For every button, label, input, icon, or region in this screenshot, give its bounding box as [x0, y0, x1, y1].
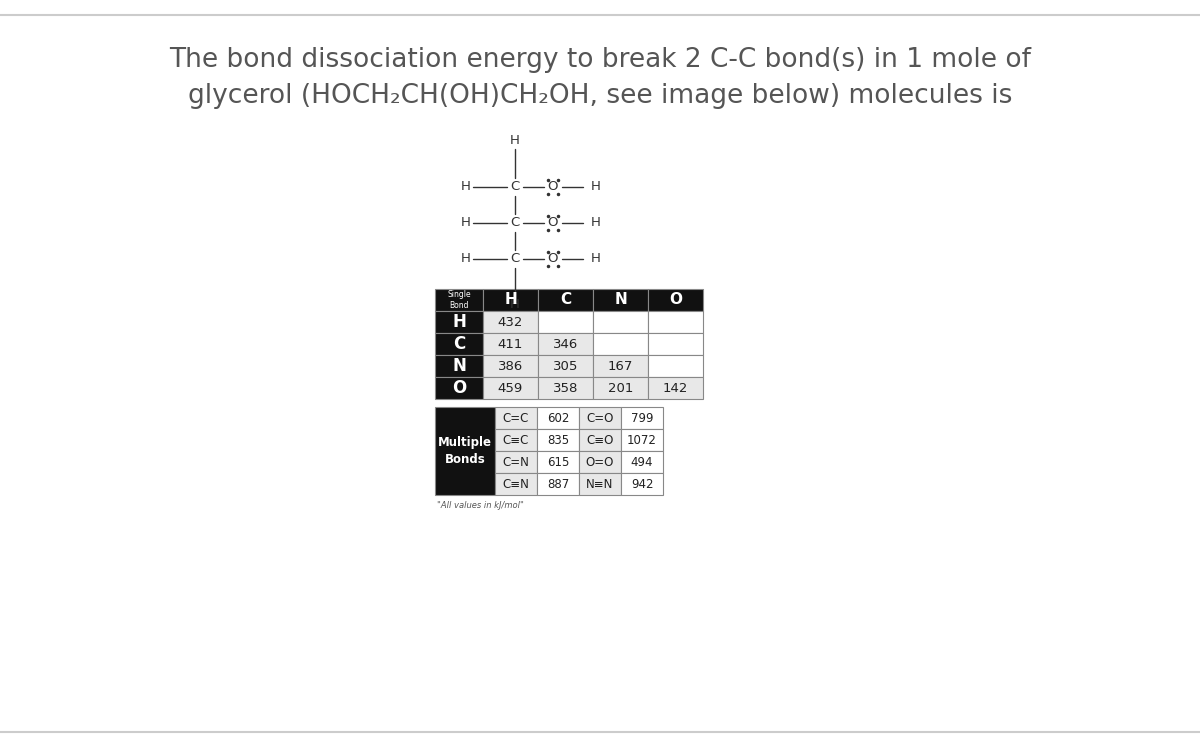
- Bar: [538, 451, 580, 473]
- Bar: [538, 407, 580, 429]
- Bar: [580, 407, 622, 429]
- Text: C: C: [510, 252, 520, 265]
- Text: N≡N: N≡N: [587, 477, 613, 491]
- Text: "All values in kJ/mol": "All values in kJ/mol": [437, 501, 524, 510]
- Text: 615: 615: [547, 456, 569, 468]
- Text: C=N: C=N: [503, 456, 529, 468]
- Text: 386: 386: [498, 359, 523, 373]
- Bar: [580, 473, 622, 495]
- Text: C: C: [560, 293, 571, 308]
- Text: H: H: [510, 299, 520, 311]
- Text: N: N: [452, 357, 466, 375]
- Bar: [436, 355, 482, 377]
- Text: O: O: [452, 379, 466, 397]
- Bar: [593, 355, 648, 377]
- Text: C≡N: C≡N: [503, 477, 529, 491]
- Text: Multiple
Bonds: Multiple Bonds: [438, 436, 492, 466]
- Bar: [648, 333, 703, 355]
- Text: O: O: [547, 217, 558, 229]
- Text: H: H: [592, 181, 601, 193]
- Text: 1072: 1072: [628, 433, 656, 447]
- Bar: [580, 429, 622, 451]
- Bar: [482, 355, 538, 377]
- Text: 887: 887: [547, 477, 569, 491]
- Text: The bond dissociation energy to break 2 C-C bond(s) in 1 mole of
glycerol (HOCH₂: The bond dissociation energy to break 2 …: [169, 47, 1031, 109]
- Bar: [622, 451, 662, 473]
- Bar: [622, 407, 662, 429]
- Bar: [593, 333, 648, 355]
- Text: C=O: C=O: [587, 412, 613, 424]
- Bar: [436, 333, 482, 355]
- Bar: [648, 355, 703, 377]
- Bar: [538, 429, 580, 451]
- Text: N: N: [614, 293, 626, 308]
- Text: C: C: [510, 181, 520, 193]
- Bar: [648, 377, 703, 399]
- Text: O: O: [670, 293, 682, 308]
- Bar: [622, 473, 662, 495]
- Text: C≡O: C≡O: [587, 433, 613, 447]
- Text: H: H: [504, 293, 517, 308]
- Bar: [593, 311, 648, 333]
- Text: 835: 835: [547, 433, 569, 447]
- Text: H: H: [452, 313, 466, 331]
- Text: 346: 346: [553, 338, 578, 350]
- Text: 459: 459: [498, 382, 523, 394]
- Bar: [436, 377, 482, 399]
- Bar: [538, 355, 593, 377]
- Text: C: C: [452, 335, 466, 353]
- Text: 142: 142: [662, 382, 688, 394]
- Text: Single
Bond: Single Bond: [448, 291, 470, 310]
- Text: O=O: O=O: [586, 456, 614, 468]
- Bar: [496, 451, 538, 473]
- Bar: [538, 333, 593, 355]
- Text: 411: 411: [498, 338, 523, 350]
- Bar: [538, 311, 593, 333]
- Text: H: H: [592, 217, 601, 229]
- Bar: [436, 407, 496, 495]
- Bar: [622, 429, 662, 451]
- Bar: [496, 473, 538, 495]
- Text: C: C: [510, 217, 520, 229]
- Text: 602: 602: [547, 412, 569, 424]
- Text: H: H: [461, 252, 470, 265]
- Bar: [538, 377, 593, 399]
- Bar: [482, 289, 538, 311]
- Text: 494: 494: [631, 456, 653, 468]
- Bar: [538, 289, 593, 311]
- Bar: [593, 289, 648, 311]
- Bar: [648, 311, 703, 333]
- Bar: [648, 289, 703, 311]
- Text: C=C: C=C: [503, 412, 529, 424]
- Text: 305: 305: [553, 359, 578, 373]
- Bar: [482, 377, 538, 399]
- Text: O: O: [547, 181, 558, 193]
- Bar: [496, 429, 538, 451]
- Text: H: H: [592, 252, 601, 265]
- Bar: [482, 311, 538, 333]
- Bar: [436, 311, 482, 333]
- Text: O: O: [547, 252, 558, 265]
- Bar: [496, 407, 538, 429]
- Bar: [482, 333, 538, 355]
- Bar: [538, 473, 580, 495]
- Text: H: H: [461, 181, 470, 193]
- Text: H: H: [510, 134, 520, 147]
- Text: 799: 799: [631, 412, 653, 424]
- Text: 942: 942: [631, 477, 653, 491]
- Text: 201: 201: [608, 382, 634, 394]
- Text: 167: 167: [608, 359, 634, 373]
- Text: C≡C: C≡C: [503, 433, 529, 447]
- Bar: [593, 377, 648, 399]
- Text: 432: 432: [498, 315, 523, 329]
- Text: 358: 358: [553, 382, 578, 394]
- Bar: [436, 289, 482, 311]
- Text: H: H: [461, 217, 470, 229]
- Bar: [580, 451, 622, 473]
